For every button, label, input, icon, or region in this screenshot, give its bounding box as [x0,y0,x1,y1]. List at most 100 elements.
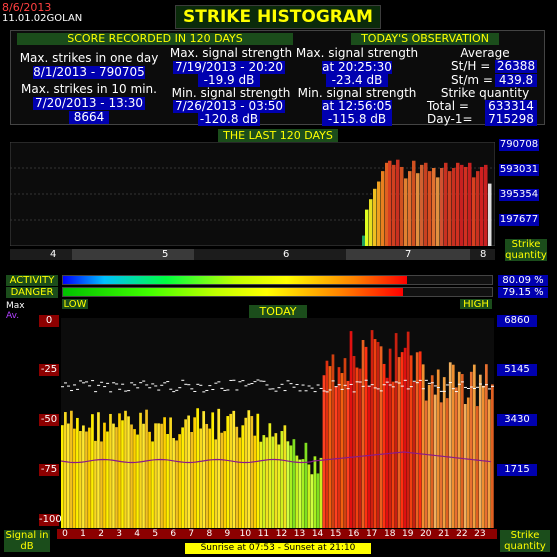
last120-bar [452,168,456,246]
hour-label: 18 [383,529,396,539]
today-bar [241,425,245,528]
today-bar [466,397,470,528]
hour-label: 16 [347,529,360,539]
today-bar [415,352,419,528]
today-bar [82,425,85,528]
today-bar [244,417,248,528]
hour-label: 20 [420,529,432,539]
last120-ytick-1: 790708 [499,139,539,151]
today-bar [70,410,73,528]
last120-title: THE LAST 120 DAYS [218,129,338,142]
today-bar [226,416,230,528]
today-bar [337,367,341,528]
today-bar [367,385,371,528]
day1-label: Day-1= [427,112,473,126]
last120-ytick-2: 593031 [499,164,539,176]
activity-label: ACTIVITY [6,275,58,286]
last120-bar [464,166,468,246]
month-8: 8 [480,249,487,260]
last120-ytick-3: 395354 [499,189,539,201]
today-bar [286,441,290,528]
today-bar [208,428,212,528]
hour-label: 8 [206,529,213,539]
stm-label: St/m = [451,73,493,87]
today-bar [193,417,197,528]
left-tick-0: 0 [39,315,59,327]
last120-ylabel: Strike quantity [505,239,547,261]
today-bar [121,420,124,528]
hour-axis: 0 1 2 3 4 5 6 7 8 9 10 11 12 13 14 15 16 17 18 19 20 21 22 23 [57,529,497,539]
today-bar [85,431,88,528]
today-bar [481,385,485,528]
today-bar [406,331,410,528]
today-bar [238,437,242,528]
hour-label: 13 [293,529,306,539]
last120-bar [362,235,366,246]
hour-label: 10 [239,529,252,539]
hour-label: 11 [257,529,270,539]
today-bar [103,422,106,528]
today-bar [304,442,308,528]
today-bar [247,410,251,528]
last120-bar [400,166,404,246]
today-bar [88,427,91,528]
last120-bar [373,188,377,246]
today-bar [421,364,425,528]
hour-label: 23 [474,529,486,539]
today-bar [268,423,272,528]
today-bar [334,386,338,528]
today-bar [472,364,476,528]
today-bar [412,382,416,528]
page-title: STRIKE HISTOGRAM [175,5,381,29]
last120-bar [428,171,432,246]
today-bar [196,408,200,528]
today-bar [298,459,302,528]
activity-pct: 80.09 % [498,275,548,286]
hour-label: 5 [152,529,159,539]
today-bar [139,412,142,528]
today-bar [439,402,443,528]
today-bar [433,394,437,528]
stm-value: 439.8 [495,74,537,87]
today-obs-heading: TODAY'S OBSERVATION [351,33,499,45]
last120-bar [460,164,464,246]
today-bar [424,400,428,528]
last120-bar [416,173,420,246]
min-signal-120-date: 7/26/2013 - 03:50 [173,99,285,113]
today-bar [445,398,449,528]
last120-bar [404,178,408,246]
last120-bar [392,164,396,246]
today-bar [100,441,103,528]
today-bar [349,331,353,528]
last120-bar [444,162,448,246]
today-bar [190,432,194,528]
today-bar [145,409,148,528]
today-bar [277,444,281,528]
today-bar [457,371,461,528]
today-bar [475,406,479,528]
today-bar [76,417,79,528]
left-tick-50: -50 [39,414,59,426]
today-bar [463,404,467,528]
month-axis: 4 5 6 7 8 [10,249,495,260]
right-tick-1: 6860 [497,315,537,327]
today-bar [487,399,491,528]
hour-label: 19 [402,529,414,539]
today-bar [403,347,407,528]
last120-bar [456,162,460,246]
today-bar [343,358,347,528]
max-10min-value: 8664 [69,111,109,124]
max-signal-120-value: -19.9 dB [198,74,260,87]
today-bar [91,414,94,528]
today-bar [64,412,67,528]
legend-av: Av. [6,311,20,321]
today-bar [157,423,160,528]
today-bar [361,340,365,528]
month-5: 5 [162,249,169,260]
today-bar [109,413,112,528]
today-bar [73,428,76,528]
today-bar [178,434,181,528]
last120-bar [440,168,444,246]
today-bar [235,426,239,528]
min-signal-120-label: Min. signal strength [171,86,291,100]
